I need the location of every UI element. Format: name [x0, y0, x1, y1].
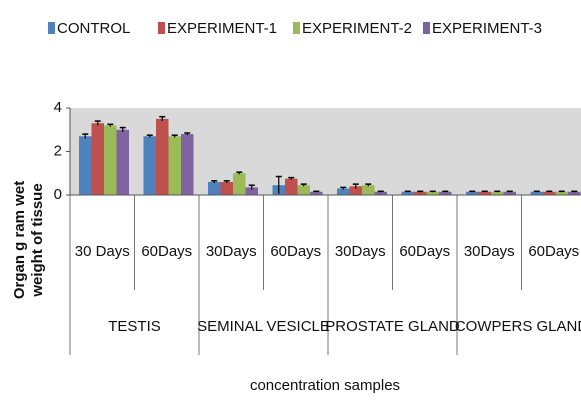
bar [220, 181, 233, 195]
bar [555, 191, 568, 195]
group-label: PROSTATE GLAND [325, 318, 460, 335]
error-bar [377, 190, 384, 193]
bar [181, 134, 194, 195]
group-label: SEMINAL VESICLE [197, 318, 330, 335]
error-bar [159, 115, 166, 122]
bar [310, 191, 323, 195]
bar [156, 118, 169, 195]
bar [401, 191, 414, 195]
error-bar [184, 132, 191, 136]
group-label: COWPERS GLAND [455, 318, 581, 335]
error-bar [469, 190, 476, 193]
bar [491, 191, 504, 195]
bar [568, 191, 581, 195]
error-bar [481, 190, 488, 193]
error-bar [288, 176, 295, 180]
legend-label: EXPERIMENT-3 [432, 20, 542, 37]
x-tick-label: 60Days [270, 243, 321, 260]
bar [116, 129, 129, 195]
error-bar [107, 123, 114, 127]
x-tick-label: 60Days [528, 243, 579, 260]
bar [91, 123, 104, 195]
error-bar [442, 190, 449, 193]
bar [337, 188, 350, 195]
x-tick-label: 30Days [464, 243, 515, 260]
error-bar [571, 190, 578, 193]
bar [439, 191, 452, 195]
legend-label: EXPERIMENT-1 [167, 20, 277, 37]
y-tick-label: 2 [54, 142, 62, 159]
bar [362, 185, 375, 195]
legend-swatch [48, 22, 55, 34]
bar [79, 136, 92, 195]
y-tick-label: 0 [54, 186, 62, 203]
legend-swatch [158, 22, 165, 34]
error-bar [506, 190, 513, 193]
legend-label: EXPERIMENT-2 [302, 20, 412, 37]
error-bar [404, 190, 411, 193]
x-tick-label: 30Days [335, 243, 386, 260]
bar [168, 136, 181, 195]
error-bar [248, 184, 255, 190]
error-bar [275, 175, 282, 194]
legend-swatch [293, 22, 300, 34]
bar [349, 186, 362, 195]
bar [233, 173, 246, 195]
legend-label: CONTROL [57, 20, 130, 37]
bar [543, 191, 556, 195]
error-bar [171, 134, 178, 138]
error-bar [146, 134, 153, 138]
error-bar [236, 171, 243, 175]
error-bar [313, 190, 320, 193]
x-axis-label: concentration samples [250, 377, 400, 394]
bar [374, 191, 387, 195]
error-bar [558, 190, 565, 193]
group-label: TESTIS [108, 318, 161, 335]
bar [478, 191, 491, 195]
error-bar [300, 183, 307, 187]
y-tick-label: 4 [54, 99, 62, 116]
x-tick-label: 30Days [206, 243, 257, 260]
error-bar [82, 133, 89, 139]
error-bar [119, 126, 126, 132]
bar [530, 191, 543, 195]
y-axis-label: weight of tissue [29, 183, 46, 297]
error-bar [340, 186, 347, 190]
y-axis-label: Organ g ram wet [11, 181, 28, 299]
bar [143, 136, 156, 195]
x-tick-label: 60Days [399, 243, 450, 260]
bar [297, 185, 310, 195]
error-bar [211, 180, 218, 184]
bar [285, 178, 298, 195]
error-bar [352, 183, 359, 189]
error-bar [494, 190, 501, 193]
bar [503, 191, 516, 195]
error-bar [223, 180, 230, 184]
error-bar [365, 183, 372, 187]
x-tick-label: 30 Days [75, 243, 130, 260]
bar [414, 191, 427, 195]
x-tick-label: 60Days [141, 243, 192, 260]
error-bar [417, 190, 424, 193]
bar [466, 191, 479, 195]
error-bar [533, 190, 540, 193]
error-bar [94, 120, 101, 126]
legend-swatch [423, 22, 430, 34]
bar [426, 191, 439, 195]
bar [245, 187, 258, 195]
bar [104, 125, 117, 195]
error-bar [546, 190, 553, 193]
bar [208, 181, 221, 195]
error-bar [429, 190, 436, 193]
